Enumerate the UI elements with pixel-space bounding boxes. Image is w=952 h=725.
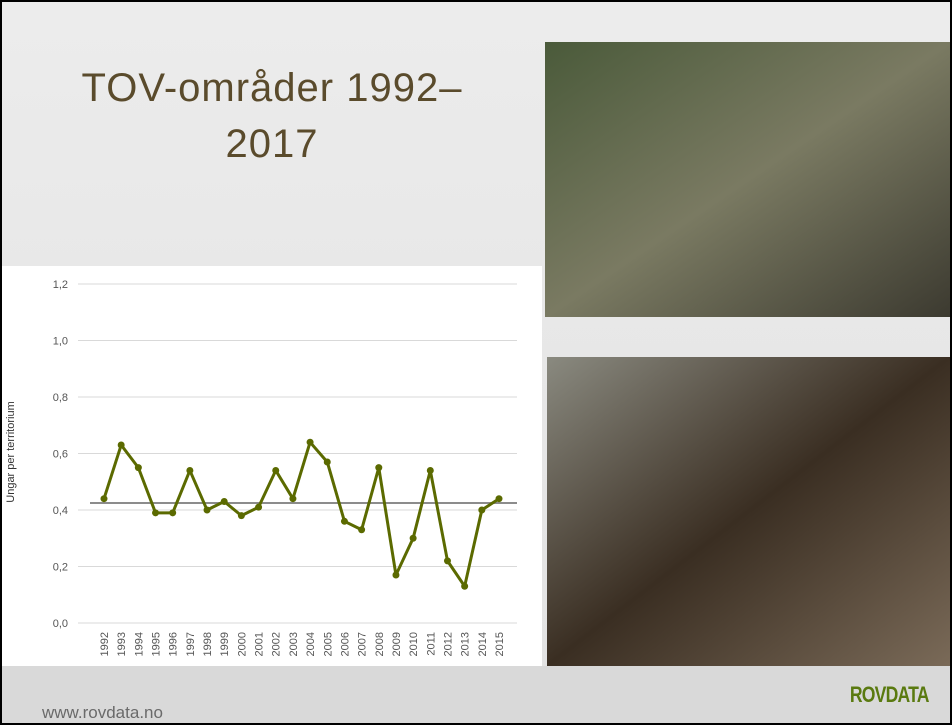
x-tick-label: 2001 <box>254 632 266 656</box>
data-point <box>410 535 417 542</box>
data-point <box>272 467 279 474</box>
x-tick-label: 2011 <box>425 632 437 656</box>
x-tick-label: 2002 <box>271 632 283 656</box>
y-tick-label: 0,4 <box>53 505 68 517</box>
data-point <box>221 498 228 505</box>
y-tick-label: 0,6 <box>53 449 68 461</box>
y-tick-label: 0,8 <box>53 392 68 404</box>
data-point <box>186 467 193 474</box>
data-point <box>392 571 399 578</box>
nest-photo <box>545 42 950 317</box>
data-point <box>461 583 468 590</box>
data-point <box>152 509 159 516</box>
x-tick-label: 1997 <box>185 632 197 656</box>
data-point <box>478 507 485 514</box>
x-tick-label: 2003 <box>288 632 300 656</box>
x-tick-label: 1992 <box>99 632 111 656</box>
data-point <box>307 439 314 446</box>
data-point <box>204 507 211 514</box>
x-tick-label: 1999 <box>219 632 231 656</box>
x-tick-label: 2004 <box>305 632 317 656</box>
y-tick-label: 0,0 <box>53 618 68 630</box>
x-tick-label: 2015 <box>494 632 506 656</box>
data-point <box>324 458 331 465</box>
x-tick-label: 2006 <box>339 632 351 656</box>
footer-url: www.rovdata.no <box>42 703 163 723</box>
data-point <box>255 504 262 511</box>
data-point <box>169 509 176 516</box>
data-point <box>341 518 348 525</box>
data-point <box>427 467 434 474</box>
x-tick-label: 2010 <box>408 632 420 656</box>
data-point <box>358 526 365 533</box>
chart-panel <box>2 266 542 666</box>
data-point <box>496 495 503 502</box>
slide: TOV-områder 1992–2017 Ungar per territor… <box>0 0 952 725</box>
y-tick-label: 1,0 <box>53 336 68 348</box>
x-tick-label: 2005 <box>322 632 334 656</box>
x-tick-label: 1994 <box>133 632 145 656</box>
x-tick-label: 1996 <box>168 632 180 656</box>
x-tick-label: 2013 <box>460 632 472 656</box>
x-tick-label: 1993 <box>116 632 128 656</box>
eagle-photo <box>547 357 950 666</box>
data-point <box>101 495 108 502</box>
logo: ROVDATA <box>850 682 929 708</box>
data-point <box>375 464 382 471</box>
x-tick-label: 2000 <box>236 632 248 656</box>
y-tick-label: 1,2 <box>53 279 68 291</box>
x-tick-label: 1998 <box>202 632 214 656</box>
data-point <box>118 442 125 449</box>
x-tick-label: 2008 <box>374 632 386 656</box>
x-tick-label: 2012 <box>442 632 454 656</box>
x-tick-label: 2007 <box>357 632 369 656</box>
x-tick-label: 1995 <box>151 632 163 656</box>
x-tick-label: 2009 <box>391 632 403 656</box>
data-point <box>238 512 245 519</box>
chart: Ungar per territorium 0,0 0,2 0,4 0,6 0,8 1,0… <box>2 2 950 723</box>
y-tick-label: 0,2 <box>53 562 68 574</box>
y-axis-label: Ungar per territorium <box>5 401 17 502</box>
x-tick-label: 2014 <box>477 632 489 656</box>
data-point <box>289 495 296 502</box>
data-point <box>444 557 451 564</box>
data-point <box>135 464 142 471</box>
